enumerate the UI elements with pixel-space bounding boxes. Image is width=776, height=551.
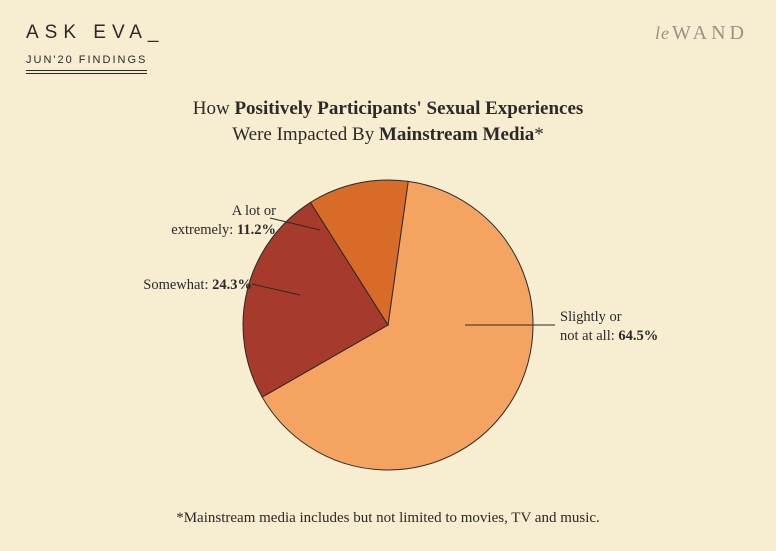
brand-left: ASK EVA_ [26, 22, 164, 44]
brand-right-prefix: le [655, 23, 670, 43]
title-l2-pre: Were Impacted By [232, 124, 379, 145]
header-left: ASK EVA_ JUN'20 FINDINGS [26, 22, 164, 71]
brand-right: leWAND [655, 22, 748, 45]
slice-label: Slightly ornot at all: 64.5% [560, 308, 720, 346]
title-l1-pre: How [193, 98, 235, 119]
slice-label: Somewhat: 24.3% [104, 276, 252, 295]
title-l2-bold: Mainstream Media [379, 124, 534, 145]
subheading: JUN'20 FINDINGS [26, 54, 147, 71]
pie-chart: Slightly ornot at all: 64.5% Somewhat: 24… [0, 160, 776, 490]
footnote: *Mainstream media includes but not limit… [0, 510, 776, 527]
title-l1-bold: Positively Participants' Sexual Experien… [234, 98, 583, 119]
chart-title: How Positively Participants' Sexual Expe… [0, 96, 776, 147]
brand-right-main: WAND [672, 22, 748, 44]
title-asterisk: * [534, 124, 544, 145]
slice-label: A lot orextremely: 11.2% [128, 202, 276, 240]
